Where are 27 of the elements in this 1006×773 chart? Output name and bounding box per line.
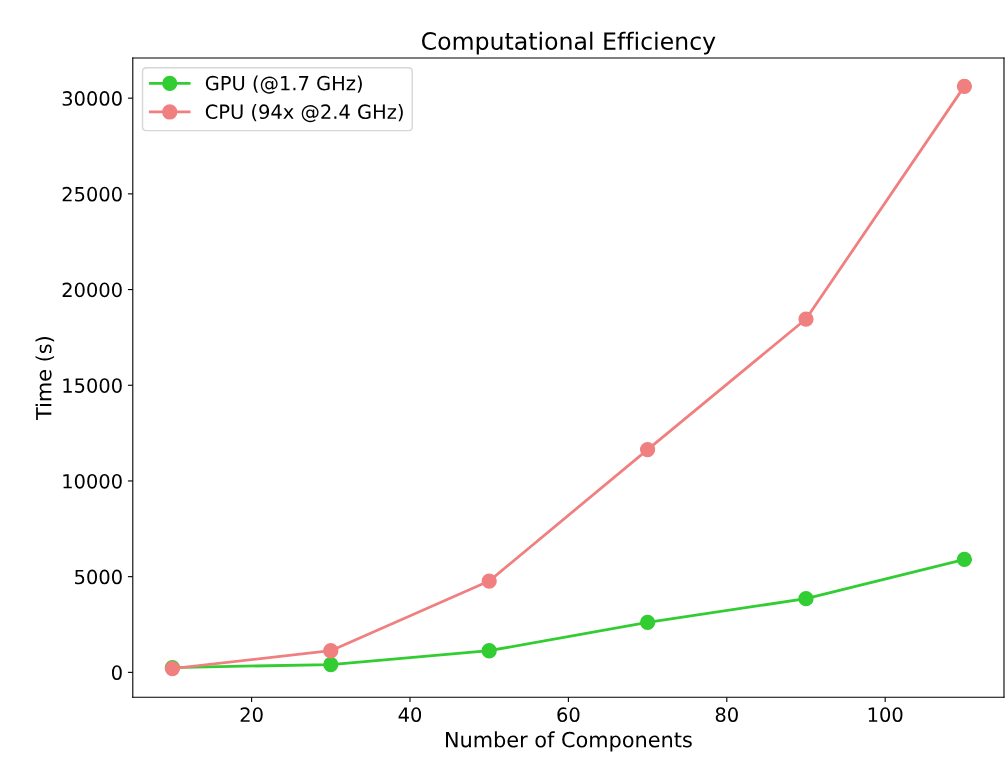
point bbox=[481, 643, 497, 659]
y-axis-title: Time (s) bbox=[35, 337, 55, 421]
x-tick-label: 80 bbox=[715, 707, 738, 723]
point bbox=[639, 441, 656, 458]
legend-label: CPU (94x @2.4 GHz) bbox=[205, 104, 403, 123]
y-tick-label: 15000 bbox=[63, 378, 122, 393]
y-tick-label: 5000 bbox=[75, 569, 122, 585]
point bbox=[956, 551, 973, 568]
x-axis-title: Number of Components bbox=[446, 731, 692, 752]
y-tick-label: 20000 bbox=[62, 282, 122, 298]
point bbox=[956, 78, 973, 94]
x-tick-label: 100 bbox=[868, 707, 903, 723]
point bbox=[481, 573, 497, 589]
point bbox=[323, 643, 339, 659]
legend-label: GPU (@1.7 GHz) bbox=[205, 75, 362, 94]
point bbox=[639, 614, 656, 631]
y-tick-label: 30000 bbox=[62, 91, 122, 106]
y-tick-label: 0 bbox=[111, 665, 122, 681]
x-tick-label: 20 bbox=[240, 707, 263, 723]
x-tick-label: 40 bbox=[398, 707, 422, 723]
point bbox=[798, 311, 814, 327]
y-tick-label: 25000 bbox=[62, 186, 122, 202]
y-tick-label: 10000 bbox=[63, 473, 122, 489]
chart-title: Computational Efficiency bbox=[421, 31, 716, 55]
x-tick-label: 60 bbox=[557, 707, 580, 723]
point bbox=[798, 591, 814, 607]
point bbox=[323, 656, 339, 673]
